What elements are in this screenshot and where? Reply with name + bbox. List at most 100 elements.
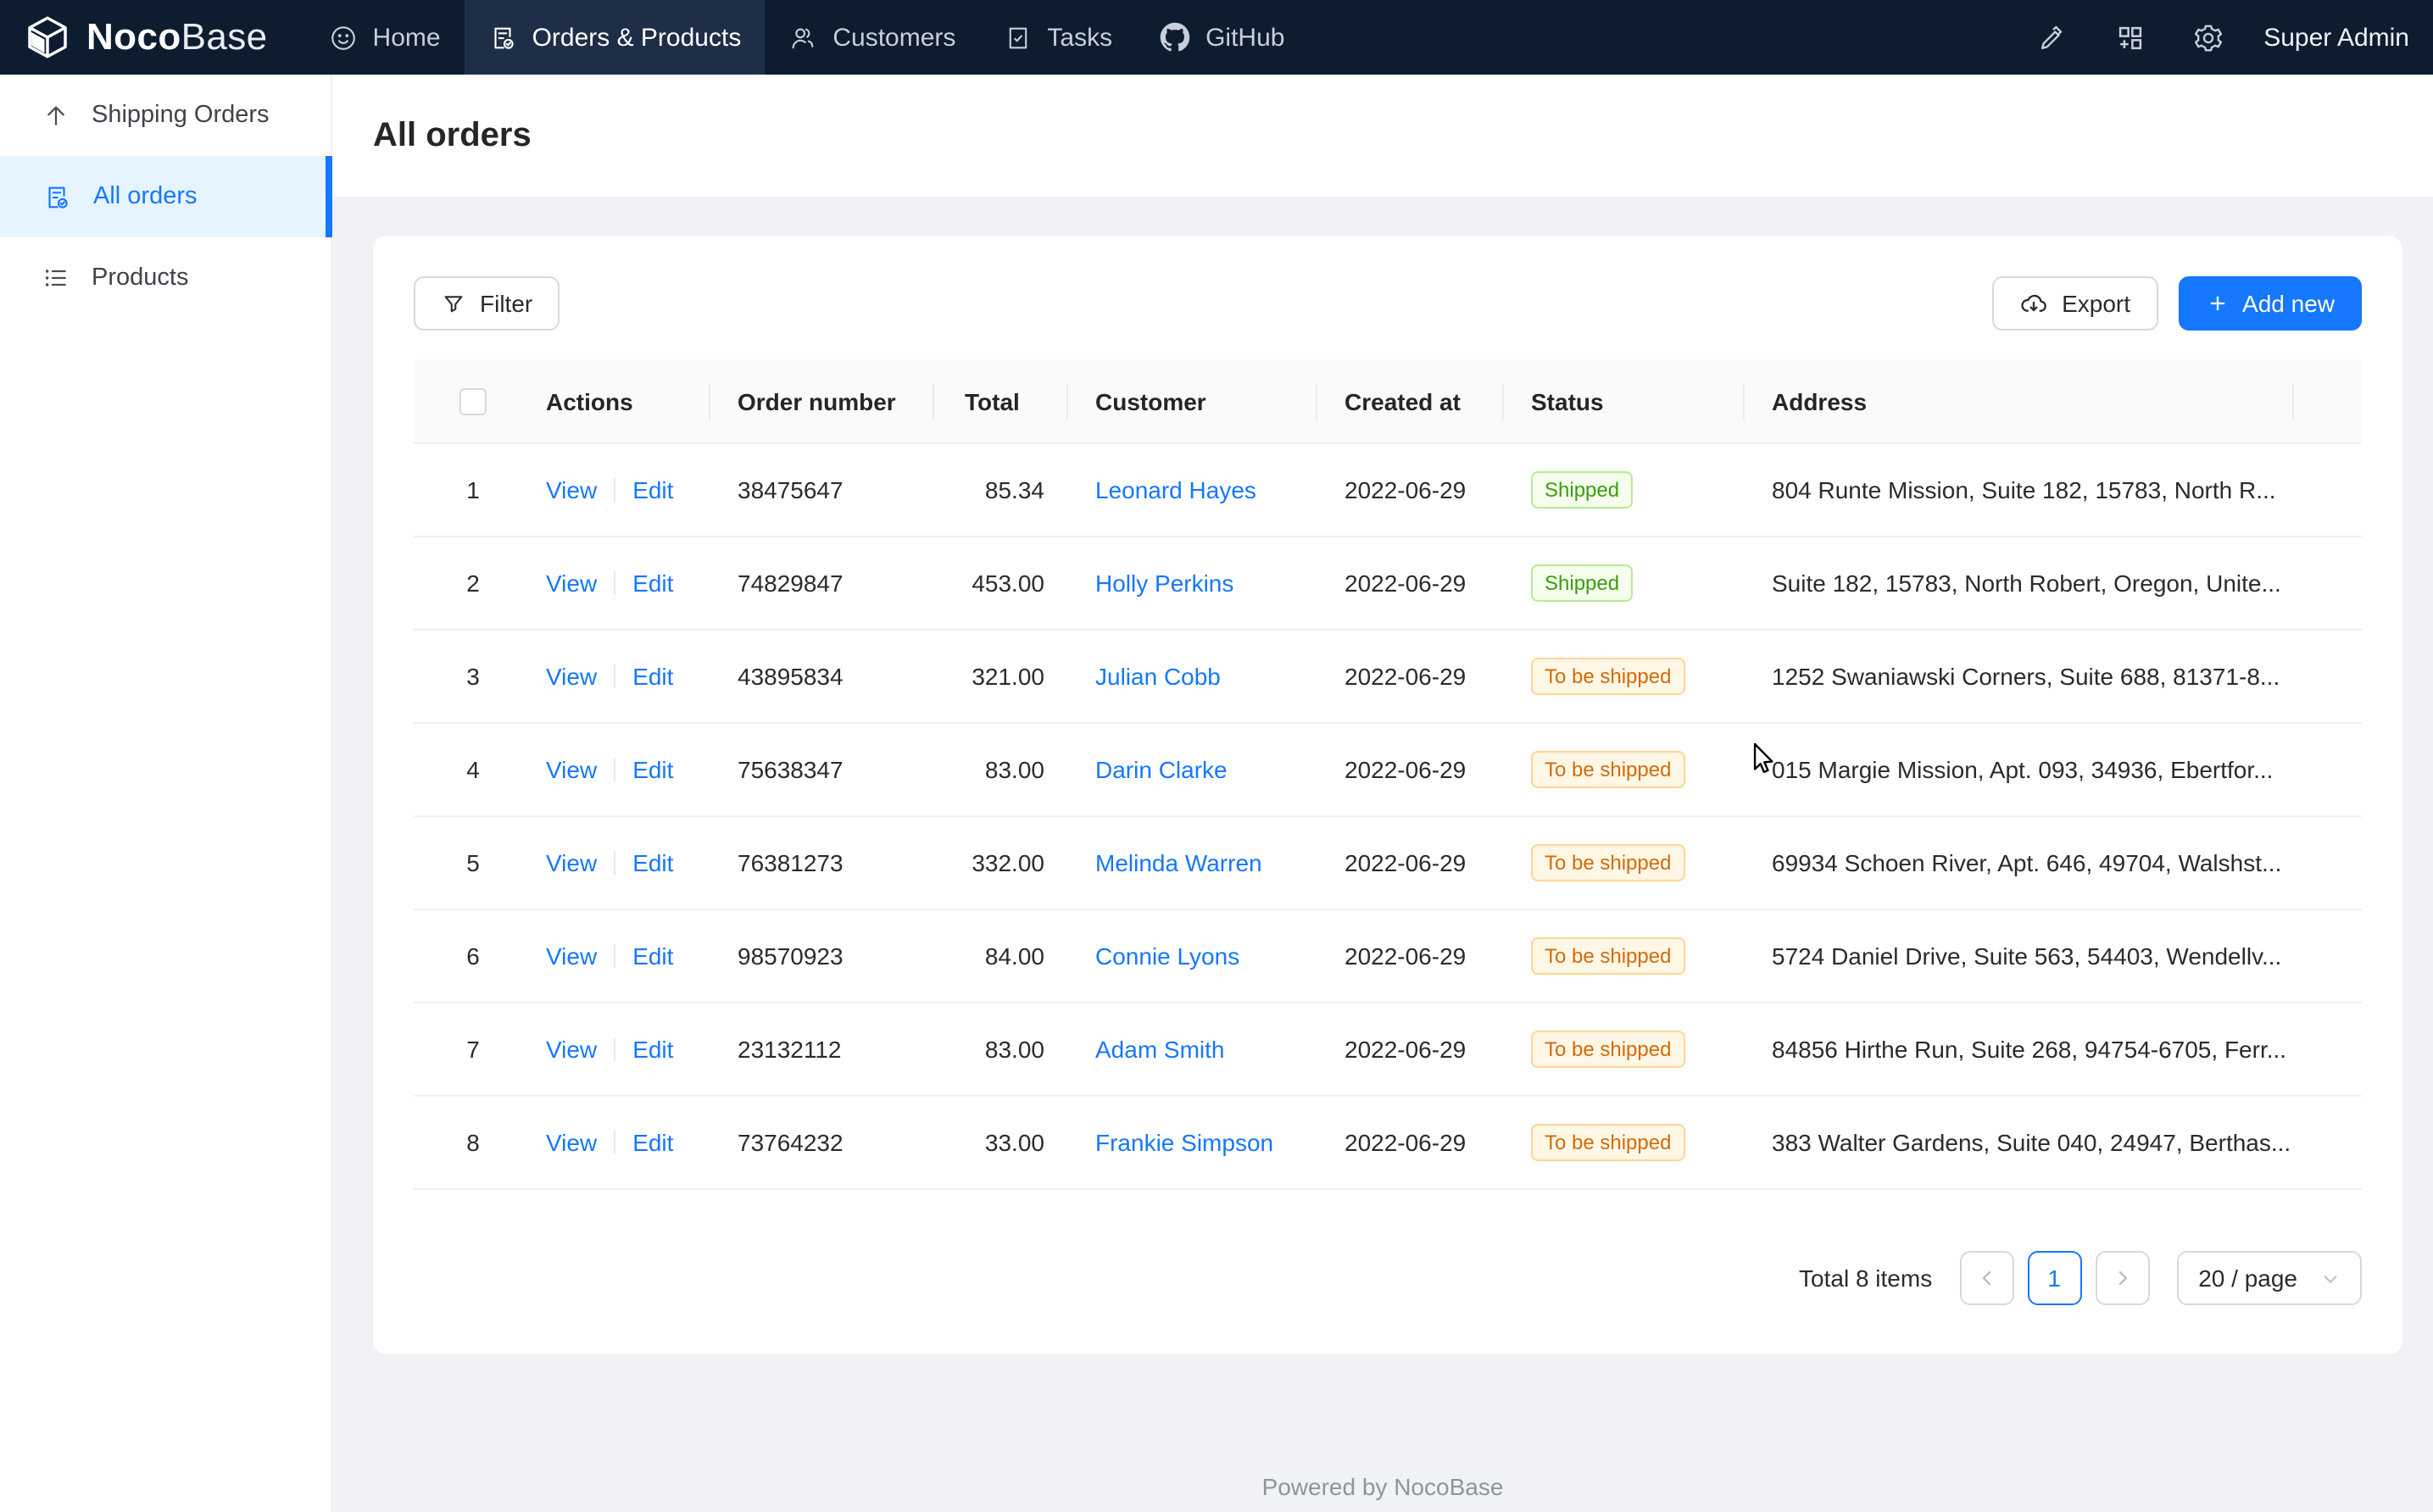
- created-at-cell: 2022-06-29: [1317, 1097, 1504, 1190]
- edit-link[interactable]: Edit: [632, 1036, 674, 1063]
- table-row: 5 View Edit 76381273 332.00 Melinda Warren 202…: [414, 817, 2362, 910]
- row-actions: View Edit: [532, 631, 710, 724]
- row-index[interactable]: 6: [414, 910, 532, 1003]
- cloud-download-icon: [2019, 289, 2048, 318]
- row-index[interactable]: 7: [414, 1003, 532, 1097]
- row-index[interactable]: 2: [414, 537, 532, 631]
- filter-button-label: Filter: [480, 290, 533, 317]
- view-link[interactable]: View: [546, 1129, 598, 1156]
- brand-text: NocoBase: [86, 15, 268, 59]
- nav-tab-home[interactable]: Home: [305, 0, 465, 75]
- created-at-cell: 2022-06-29: [1317, 724, 1504, 817]
- order-check-icon: [488, 23, 517, 52]
- sidebar-item-label: Products: [92, 264, 189, 292]
- sidebar-item-products[interactable]: Products: [0, 237, 331, 319]
- gear-icon: [2191, 21, 2224, 53]
- sidebar-item-label: All orders: [93, 183, 198, 210]
- address-cell: 804 Runte Mission, Suite 182, 15783, Nor…: [1745, 444, 2294, 537]
- status-badge: To be shipped: [1531, 1124, 1685, 1161]
- edit-link[interactable]: Edit: [632, 942, 674, 970]
- total-cell: 85.34: [934, 444, 1068, 537]
- edit-link[interactable]: Edit: [632, 1129, 674, 1156]
- edit-link[interactable]: Edit: [632, 570, 674, 597]
- customer-link[interactable]: Leonard Hayes: [1095, 476, 1256, 503]
- edit-link[interactable]: Edit: [632, 476, 674, 503]
- ui-editor-button[interactable]: [2013, 0, 2091, 75]
- row-index[interactable]: 3: [414, 631, 532, 724]
- customer-link[interactable]: Adam Smith: [1095, 1036, 1225, 1063]
- brand-logo[interactable]: NocoBase: [0, 0, 305, 75]
- empty-cell: [2294, 910, 2362, 1003]
- filter-button[interactable]: Filter: [414, 276, 560, 331]
- view-link[interactable]: View: [546, 570, 598, 597]
- plugin-manager-button[interactable]: [2091, 0, 2169, 75]
- action-divider: [614, 944, 616, 968]
- customer-link[interactable]: Holly Perkins: [1095, 570, 1234, 597]
- created-at-cell: 2022-06-29: [1317, 1003, 1504, 1097]
- table-row: 7 View Edit 23132112 83.00 Adam Smith 2022-06-…: [414, 1003, 2362, 1097]
- settings-button[interactable]: [2169, 0, 2246, 75]
- view-link[interactable]: View: [546, 476, 598, 503]
- pagination-next-button[interactable]: [2095, 1251, 2150, 1305]
- page-size-select[interactable]: 20 / page: [2176, 1251, 2362, 1305]
- action-divider: [614, 478, 616, 502]
- empty-cell: [2294, 1003, 2362, 1097]
- column-header-created_at: Created at: [1317, 359, 1504, 444]
- row-index[interactable]: 8: [414, 1097, 532, 1190]
- column-header-status: Status: [1504, 359, 1745, 444]
- sidebar-item-shipping-orders[interactable]: Shipping Orders: [0, 75, 331, 156]
- address-cell: 1252 Swaniawski Corners, Suite 688, 8137…: [1745, 631, 2294, 724]
- view-link[interactable]: View: [546, 756, 598, 783]
- status-cell: Shipped: [1504, 537, 1745, 631]
- order-number-cell: 38475647: [710, 444, 934, 537]
- customer-link[interactable]: Melinda Warren: [1095, 849, 1262, 876]
- table-row: 1 View Edit 38475647 85.34 Leonard Hayes 2022-…: [414, 444, 2362, 537]
- edit-link[interactable]: Edit: [632, 663, 674, 690]
- customer-cell: Julian Cobb: [1068, 631, 1317, 724]
- user-menu[interactable]: Super Admin: [2263, 23, 2409, 52]
- orders-table: Actions Order number Total Customer Created …: [414, 359, 2362, 1190]
- nav-tab-label: Home: [372, 23, 441, 52]
- status-badge: Shipped: [1531, 564, 1634, 602]
- row-index[interactable]: 1: [414, 444, 532, 537]
- select-all-header: [414, 359, 532, 444]
- view-link[interactable]: View: [546, 849, 598, 876]
- customer-link[interactable]: Frankie Simpson: [1095, 1129, 1274, 1156]
- view-link[interactable]: View: [546, 663, 598, 690]
- nocobase-logo-icon: [24, 14, 71, 61]
- export-button-label: Export: [2062, 290, 2131, 317]
- customers-icon: [788, 23, 817, 52]
- customer-link[interactable]: Connie Lyons: [1095, 942, 1240, 970]
- sidebar-item-all-orders[interactable]: All orders: [0, 156, 332, 237]
- action-divider: [614, 1131, 616, 1154]
- view-link[interactable]: View: [546, 1036, 598, 1063]
- created-at-cell: 2022-06-29: [1317, 537, 1504, 631]
- empty-cell: [2294, 1097, 2362, 1190]
- add-new-button[interactable]: Add new: [2178, 276, 2362, 331]
- row-index[interactable]: 4: [414, 724, 532, 817]
- nav-tab-customers[interactable]: Customers: [765, 0, 979, 75]
- highlighter-icon: [2035, 21, 2068, 53]
- pagination-page-1[interactable]: 1: [2027, 1251, 2082, 1305]
- sidebar-item-label: Shipping Orders: [92, 102, 270, 129]
- customer-cell: Darin Clarke: [1068, 724, 1317, 817]
- smiley-icon: [329, 23, 358, 52]
- customer-link[interactable]: Darin Clarke: [1095, 756, 1228, 783]
- edit-link[interactable]: Edit: [632, 756, 674, 783]
- nav-tab-tasks[interactable]: Tasks: [979, 0, 1136, 75]
- edit-link[interactable]: Edit: [632, 849, 674, 876]
- powered-by-footer: Powered by NocoBase: [1261, 1473, 1504, 1500]
- customer-link[interactable]: Julian Cobb: [1095, 663, 1221, 690]
- view-link[interactable]: View: [546, 942, 598, 970]
- nav-tab-orders-products[interactable]: Orders & Products: [464, 0, 766, 75]
- pagination-prev-button[interactable]: [1959, 1251, 2014, 1305]
- nav-tab-github[interactable]: GitHub: [1136, 0, 1308, 75]
- export-button[interactable]: Export: [1992, 276, 2158, 331]
- add-new-button-label: Add new: [2242, 290, 2335, 317]
- row-index[interactable]: 5: [414, 817, 532, 910]
- status-cell: Shipped: [1504, 444, 1745, 537]
- nav-tab-label: Tasks: [1047, 23, 1113, 52]
- select-all-checkbox[interactable]: [459, 388, 487, 416]
- table-row: 4 View Edit 75638347 83.00 Darin Clarke 2022-0…: [414, 724, 2362, 817]
